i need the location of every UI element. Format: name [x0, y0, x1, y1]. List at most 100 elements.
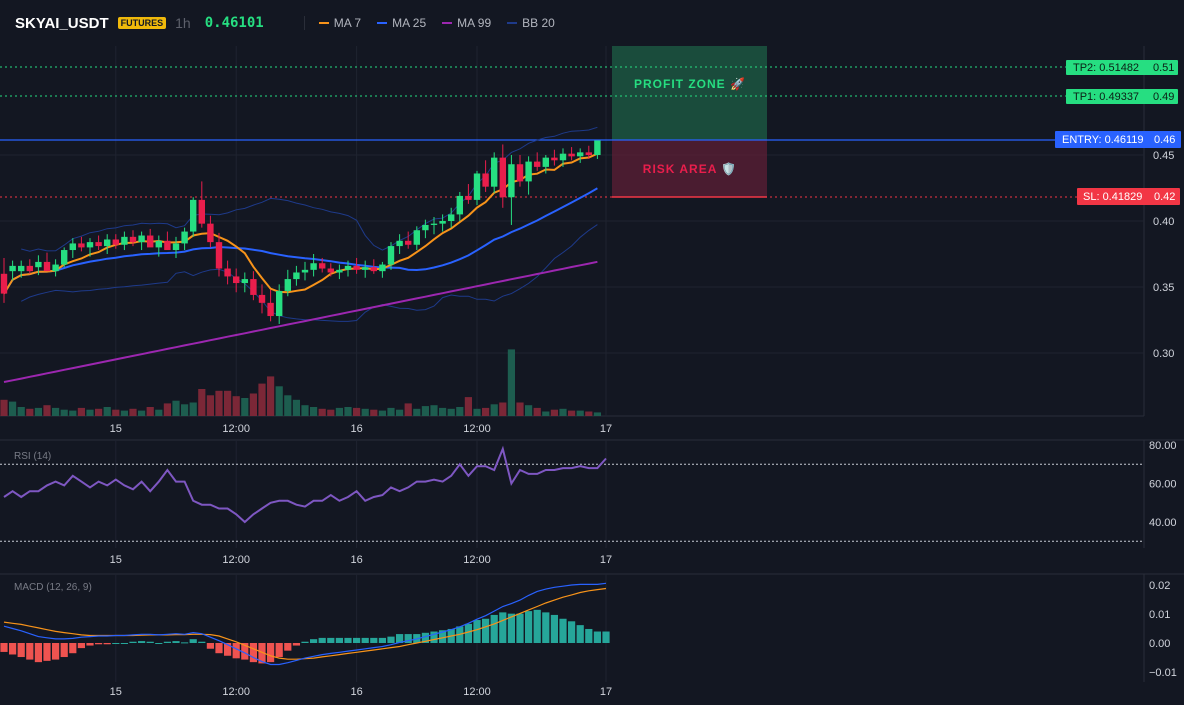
volume-bar [568, 410, 576, 416]
macd-histogram-bar [318, 637, 326, 643]
candle-body [516, 164, 524, 182]
volume-bar [249, 393, 257, 416]
price-tick-label: 0.35 [1153, 282, 1174, 294]
candle-body [215, 242, 223, 269]
macd-histogram-bar [370, 637, 378, 643]
entry-tag-bg [1055, 131, 1181, 148]
volume-bar [138, 410, 146, 416]
candle-body [155, 240, 162, 248]
legend-ma99[interactable]: MA 99 [442, 16, 491, 30]
candle-body [456, 195, 463, 215]
futures-badge: FUTURES [117, 17, 167, 29]
candle-body [430, 223, 438, 225]
macd-histogram-bar [533, 609, 541, 643]
ma99-line [3, 260, 598, 383]
volume-bar [292, 399, 300, 416]
macd-histogram-bar [361, 637, 369, 643]
legend-ma7-label: MA 7 [333, 16, 362, 30]
macd-tick-label: 0.00 [1149, 638, 1170, 650]
tp1-tag-label: TP1: 0.49337 [1073, 91, 1139, 103]
symbol-name[interactable]: SKYAI_USDT [15, 14, 109, 32]
volume-bar [86, 409, 94, 416]
candle-body [293, 272, 300, 280]
candle-body [224, 268, 231, 277]
tp1-tag[interactable]: TP1: 0.49337 0.49 [1066, 89, 1178, 104]
macd-histogram-bar [335, 637, 343, 643]
volume-bar [550, 409, 558, 416]
macd-histogram-bar [404, 634, 412, 643]
volume-bar [103, 407, 111, 416]
time-tick-label: 15 [110, 686, 122, 698]
time-tick-label: 16 [350, 554, 362, 566]
volume-bar [533, 407, 541, 416]
macd-histogram-bar [482, 618, 490, 643]
macd-histogram-bar [550, 614, 558, 643]
candle-body [18, 265, 25, 272]
tp2-tag[interactable]: TP2: 0.51482 0.51 [1066, 60, 1178, 75]
entry-tag[interactable]: ENTRY: 0.46119 0.46 [1055, 131, 1181, 148]
candle-body [78, 243, 85, 248]
candle-body [104, 239, 111, 247]
profit-zone [612, 46, 767, 140]
macd-histogram-bar [43, 643, 51, 661]
candle-body [301, 269, 309, 273]
time-tick-label: 17 [600, 554, 612, 566]
macd-histogram-bar [241, 643, 249, 660]
candle-body [448, 214, 455, 221]
candle-body [61, 250, 68, 265]
sl-tag[interactable]: SL: 0.41829 0.42 [1077, 188, 1180, 205]
volume-bar [284, 395, 292, 416]
macd-histogram-bar [568, 621, 576, 643]
macd-histogram-bar [34, 643, 42, 663]
macd-histogram-bar [507, 613, 515, 643]
volume-bar [0, 399, 8, 416]
candle-body [198, 199, 205, 224]
legend-ma7[interactable]: MA 7 [318, 16, 362, 30]
macd-histogram-bar [525, 611, 533, 643]
macd-histogram-bar [232, 643, 240, 659]
legend-bb20[interactable]: BB 20 [507, 16, 555, 30]
candle-body [0, 273, 8, 294]
volume-bar [413, 408, 421, 416]
candle-body [172, 243, 180, 251]
candlesticks[interactable] [0, 140, 601, 324]
macd-histogram-bar [52, 643, 60, 660]
chart-header: SKYAI_USDT FUTURES 1h 0.46101 MA 7 MA 25… [0, 0, 1184, 46]
candle-body [164, 240, 171, 251]
timeframe-label[interactable]: 1h [175, 15, 191, 31]
volume-bar [490, 404, 498, 416]
volume-bar [370, 409, 378, 416]
legend-ma25[interactable]: MA 25 [377, 16, 426, 30]
macd-histogram-bar [155, 643, 163, 644]
macd-histogram-bar [77, 643, 85, 649]
volume-bar [69, 410, 77, 416]
candle-body [405, 240, 412, 245]
macd-line [3, 582, 607, 666]
volume-bar [404, 403, 412, 416]
volume-bar [301, 405, 309, 416]
macd-histogram-bar [163, 641, 171, 643]
macd-histogram-bar [112, 643, 120, 644]
candle-body [508, 164, 515, 198]
tp2-axis-value: 0.51 [1153, 62, 1174, 74]
time-tick-label: 17 [600, 686, 612, 698]
macd-histogram-bar [86, 643, 94, 646]
volume-bar [421, 406, 429, 416]
volume-bar [327, 409, 335, 416]
macd-tick-label: 0.01 [1149, 609, 1170, 621]
entry-axis-value: 0.46 [1154, 134, 1175, 146]
macd-histogram-bar [146, 641, 154, 643]
macd-histogram-bar [490, 614, 498, 643]
sl-tag-bg [1077, 188, 1180, 205]
sl-tag-label: SL: 0.41829 [1083, 191, 1142, 203]
rsi-plot [0, 445, 1144, 542]
legend-bb20-label: BB 20 [522, 16, 555, 30]
candle-body [319, 263, 326, 269]
volume-bar [43, 405, 51, 416]
volume-bar [507, 349, 515, 416]
candle-body [336, 269, 343, 273]
candle-body [9, 265, 16, 272]
volume-bar [206, 395, 214, 416]
macd-histogram-bar [327, 637, 335, 643]
